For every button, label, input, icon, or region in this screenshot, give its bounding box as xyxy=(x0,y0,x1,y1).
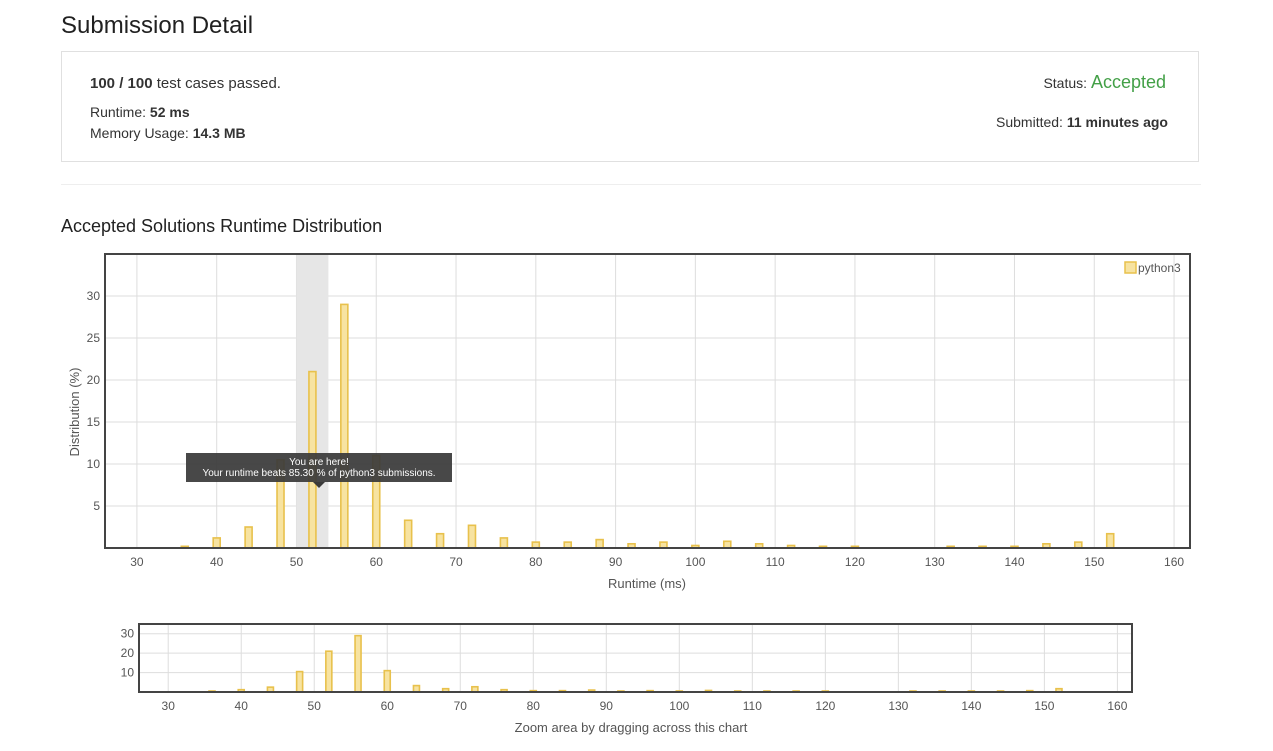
bar[interactable] xyxy=(383,669,392,693)
x-tick-label: 150 xyxy=(1034,699,1054,713)
x-tick-label: 100 xyxy=(685,555,705,569)
x-tick-label: 40 xyxy=(210,555,224,569)
x-tick-label: 130 xyxy=(925,555,945,569)
zoom-plot-area[interactable] xyxy=(139,624,1132,692)
x-tick-label: 140 xyxy=(1004,555,1024,569)
zoom-plot-border xyxy=(138,623,1133,693)
zoom-chart[interactable]: 30 40 50 60 70 80 90 100 110 120 130 140 150 160 10 20… xyxy=(121,623,1133,735)
main-y-ticks: 5 10 15 20 25 30 xyxy=(87,289,101,513)
bar[interactable] xyxy=(212,537,221,549)
y-tick-label: 25 xyxy=(87,331,101,345)
bar[interactable] xyxy=(499,537,509,549)
y-tick-label: 20 xyxy=(87,373,101,387)
main-x-ticks: 30 40 50 60 70 80 90 100 110 120 130 140 150 160 xyxy=(130,555,1184,569)
x-tick-label: 70 xyxy=(449,555,463,569)
section-divider xyxy=(61,184,1201,185)
memory-label: Memory Usage: xyxy=(90,125,189,141)
zoom-caption: Zoom area by dragging across this chart xyxy=(515,720,748,735)
bar[interactable] xyxy=(354,634,362,693)
runtime-value: 52 ms xyxy=(149,104,190,120)
status-badge: Accepted xyxy=(1090,72,1166,92)
x-tick-label: 110 xyxy=(766,555,785,569)
zoom-x-ticks: 30 40 50 60 70 80 90 100 110 120 130 140 150 160 xyxy=(162,699,1128,713)
x-axis-label: Runtime (ms) xyxy=(608,576,686,591)
y-tick-label: 20 xyxy=(121,646,135,660)
submitted-label: Submitted: xyxy=(996,114,1063,130)
test-cases-count: 100 / 100 xyxy=(90,75,153,92)
test-cases-summary: 100 / 100 test cases passed. xyxy=(90,75,281,92)
bar[interactable] xyxy=(1105,532,1115,549)
submitted-value: 11 minutes ago xyxy=(1066,114,1168,130)
y-tick-label: 10 xyxy=(87,457,101,471)
x-tick-label: 100 xyxy=(669,699,689,713)
y-tick-label: 10 xyxy=(121,666,135,680)
bar[interactable] xyxy=(467,524,477,549)
y-axis-label: Distribution (%) xyxy=(67,368,82,457)
runtime-row: Runtime: 52 ms xyxy=(90,104,190,120)
y-tick-label: 30 xyxy=(87,289,101,303)
x-tick-label: 130 xyxy=(888,699,908,713)
x-tick-label: 150 xyxy=(1084,555,1104,569)
x-tick-label: 60 xyxy=(381,699,395,713)
x-tick-label: 110 xyxy=(743,699,762,713)
status-row: Status: Accepted xyxy=(1043,72,1166,93)
x-tick-label: 60 xyxy=(370,555,384,569)
bar[interactable] xyxy=(340,303,349,549)
x-tick-label: 90 xyxy=(609,555,623,569)
memory-row: Memory Usage: 14.3 MB xyxy=(90,125,246,141)
runtime-tooltip: You are here! Your runtime beats 85.30 %… xyxy=(186,453,452,488)
y-tick-label: 15 xyxy=(87,415,101,429)
main-chart[interactable]: 30 40 50 60 70 80 90 100 110 120 130 140 150 160 5 10 1… xyxy=(67,253,1191,591)
y-tick-label: 30 xyxy=(121,627,135,641)
x-tick-label: 40 xyxy=(235,699,249,713)
x-tick-label: 90 xyxy=(600,699,614,713)
submission-summary-panel: 100 / 100 test cases passed. Runtime: 52… xyxy=(61,51,1199,162)
x-tick-label: 70 xyxy=(454,699,468,713)
tooltip-box xyxy=(186,453,452,482)
bar[interactable] xyxy=(244,526,253,549)
zoom-grid xyxy=(139,624,1132,692)
bar[interactable] xyxy=(325,650,333,693)
submitted-row: Submitted: 11 minutes ago xyxy=(996,114,1168,130)
legend-swatch xyxy=(1124,261,1137,274)
x-tick-label: 160 xyxy=(1164,555,1184,569)
tooltip-line-1: You are here! xyxy=(289,457,349,468)
main-plot-area[interactable] xyxy=(105,254,1190,548)
zoom-y-ticks: 10 20 30 xyxy=(121,627,135,680)
bar[interactable] xyxy=(722,540,732,549)
x-tick-label: 140 xyxy=(961,699,981,713)
legend-label: python3 xyxy=(1138,261,1181,275)
tooltip-pointer xyxy=(313,482,325,488)
bar[interactable] xyxy=(435,532,445,549)
memory-value: 14.3 MB xyxy=(192,125,246,141)
x-tick-label: 30 xyxy=(162,699,176,713)
x-tick-label: 120 xyxy=(845,555,865,569)
y-tick-label: 5 xyxy=(93,499,100,513)
section-title: Accepted Solutions Runtime Distribution xyxy=(61,216,383,236)
main-plot-border xyxy=(104,253,1191,549)
x-tick-label: 80 xyxy=(529,555,543,569)
x-tick-label: 30 xyxy=(130,555,144,569)
x-tick-label: 50 xyxy=(308,699,322,713)
x-tick-label: 50 xyxy=(290,555,304,569)
legend[interactable]: python3 xyxy=(1124,261,1181,275)
tooltip-line-2: Your runtime beats 85.30 % of python3 su… xyxy=(202,468,435,479)
x-tick-label: 80 xyxy=(527,699,541,713)
bar[interactable] xyxy=(595,538,604,549)
x-tick-label: 120 xyxy=(815,699,835,713)
x-tick-label: 160 xyxy=(1107,699,1127,713)
bar[interactable] xyxy=(295,670,304,693)
runtime-label: Runtime: xyxy=(90,104,147,120)
bar[interactable] xyxy=(403,519,413,549)
status-label: Status: xyxy=(1043,75,1088,91)
page-title: Submission Detail xyxy=(61,12,254,39)
test-cases-suffix: test cases passed. xyxy=(156,75,281,92)
